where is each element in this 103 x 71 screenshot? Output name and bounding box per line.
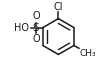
Text: S: S bbox=[33, 23, 39, 33]
Text: O: O bbox=[32, 11, 40, 21]
Text: O: O bbox=[32, 34, 40, 44]
Text: Cl: Cl bbox=[54, 2, 63, 12]
Text: CH₃: CH₃ bbox=[79, 49, 96, 58]
Text: HO: HO bbox=[14, 23, 29, 33]
